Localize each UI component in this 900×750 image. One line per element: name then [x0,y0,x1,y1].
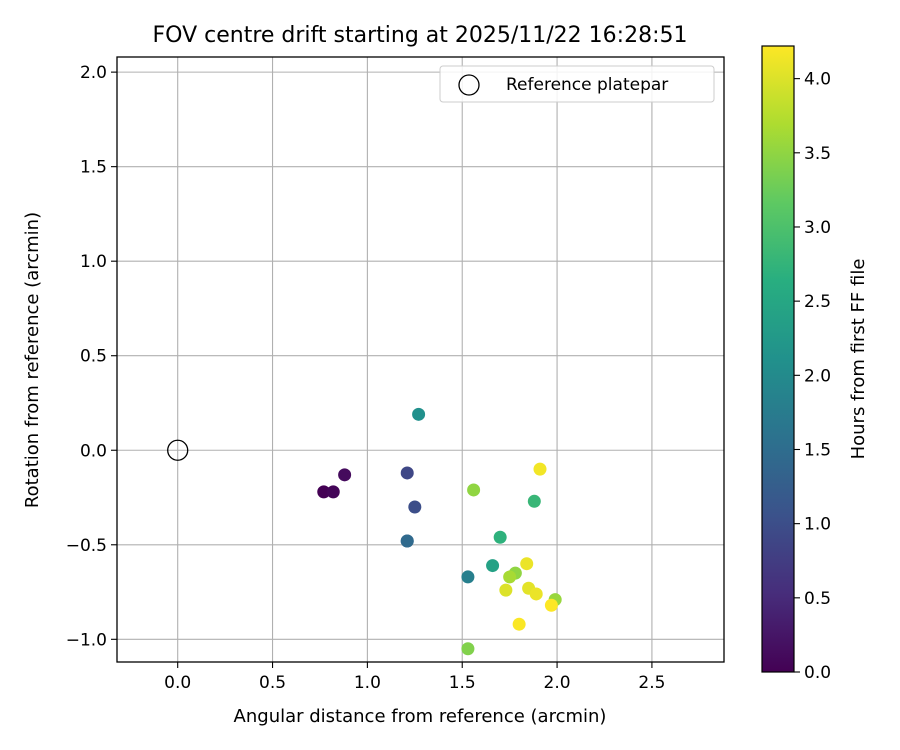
legend-box [439,65,715,103]
scatter-points [167,407,562,656]
colorbar-tick-label: 3.5 [804,144,831,164]
scatter-point [326,485,340,499]
x-tick-label: 0.0 [164,673,191,693]
scatter-point [527,494,541,508]
plot-frame [116,56,725,663]
x-tick-label: 2.5 [638,673,665,693]
x-tick-label: 0.5 [259,673,286,693]
y-tick-label: −0.5 [66,536,107,556]
colorbar-label: Hours from first FF file [848,259,869,460]
y-tick-label: 0.0 [80,441,107,461]
scatter-point [400,466,414,480]
scatter-point [338,468,352,482]
y-tick-label: 0.5 [80,347,107,367]
x-tick-label: 2.0 [544,673,571,693]
x-tick-label: 1.5 [449,673,476,693]
scatter-point [317,485,331,499]
legend-label: Reference platepar [506,75,668,95]
scatter-point [408,500,422,514]
scatter-point [512,617,526,631]
colorbar-gradient [761,45,795,673]
scatter-point [412,407,426,421]
scatter-point [544,598,558,612]
scatter-point [400,534,414,548]
legend-marker-open-circle [458,74,480,96]
x-axis-ticks: 0.0 0.5 1.0 1.5 2.0 2.5 [164,662,665,693]
colorbar-tick-label: 3.0 [804,218,831,238]
y-tick-label: 2.0 [80,63,107,83]
colorbar-tick-label: 2.0 [804,366,831,386]
colorbar-tick-label: 1.5 [804,440,831,460]
scatter-point [486,559,500,573]
colorbar-tick-label: 0.5 [804,589,831,609]
scatter-point [493,530,507,544]
scatter-point [520,557,534,571]
y-axis-ticks: −1.0 −0.5 0.0 0.5 1.0 1.5 2.0 [66,63,117,650]
colorbar-ticks: 0.0 0.5 1.0 1.5 2.0 2.5 3.0 3.5 4.0 [794,70,831,683]
colorbar-tick-label: 1.0 [804,515,831,535]
grid [117,57,724,662]
colorbar: 0.0 0.5 1.0 1.5 2.0 2.5 3.0 3.5 4.0 Hours from f… [761,45,869,683]
scatter-point [461,642,475,656]
colorbar-tick-label: 2.5 [804,292,831,312]
scatter-point [461,570,475,584]
reference-point-marker [167,439,189,461]
scatter-point [533,462,547,476]
y-tick-label: 1.0 [80,252,107,272]
x-axis-label: Angular distance from reference (arcmin) [234,706,607,727]
chart-title: FOV centre drift starting at 2025/11/22 … [153,23,688,48]
scatter-point [467,483,481,497]
scatter-point [529,587,543,601]
y-tick-label: −1.0 [66,630,107,650]
y-tick-label: 1.5 [80,158,107,178]
scatter-point [499,583,513,597]
y-axis-label: Rotation from reference (arcmin) [22,212,43,508]
scatter-point [503,570,517,584]
legend: Reference platepar [439,65,715,103]
colorbar-tick-label: 4.0 [804,70,831,90]
x-tick-label: 1.0 [354,673,381,693]
colorbar-tick-label: 0.0 [804,663,831,683]
